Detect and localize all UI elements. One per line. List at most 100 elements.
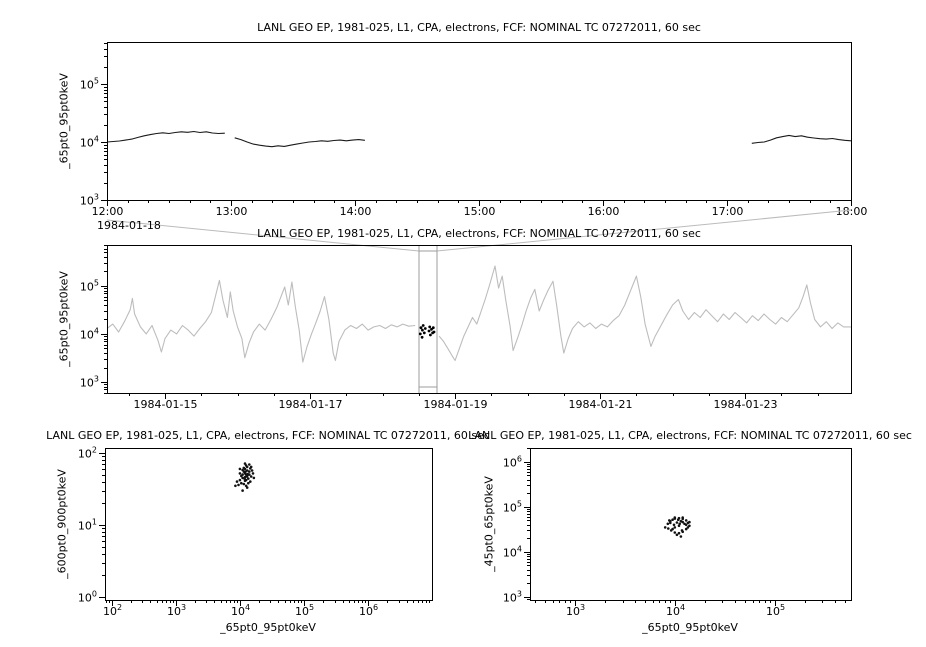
scatter-point [684,527,688,531]
scatter-point [250,469,254,472]
panel1-title: LANL GEO EP, 1981-025, L1, CPA, electron… [257,21,701,34]
scatter-point [248,470,251,473]
tick-label: 1984-01-19 [424,398,488,411]
highlight-point [431,326,435,330]
scatter-point [673,531,677,534]
tick-label: 105 [80,77,99,92]
tick-label: 1984-01-21 [569,398,633,411]
tick-label: 17:00 [712,205,744,218]
panel1-ylabel: _65pt0_95pt0keV [57,73,71,169]
scatter-point [247,481,250,485]
scatter-point [680,529,684,532]
scatter-point [686,526,690,529]
scatter-point [677,531,681,535]
scatter-point [252,476,256,480]
y-axis: 103 104 105 [80,245,108,394]
highlight-point [428,325,432,329]
tick-label: 1984-01-17 [279,398,343,411]
y-axis: 103 104 105 [80,43,108,208]
plot-frame [107,42,852,201]
y-axis: 100 101 102 [78,446,106,605]
tick-label: 1984-01-15 [134,398,198,411]
panel3-ylabel: _600pt0_900pt0keV [55,469,69,579]
scatter-point [675,533,679,537]
tick-label: 18:00 [836,205,868,218]
x-axis: 12:00 13:00 14:00 15:00 16:00 17:00 18:00 [92,200,868,218]
tick-label: 13:00 [216,205,248,218]
series-line [438,265,851,362]
scatter-point [681,516,684,519]
panel1-date-label: 1984-01-18 [97,219,161,232]
highlight-point [418,332,422,336]
scatter-point [234,484,237,488]
scatter-point [675,521,679,524]
scatter-point [663,526,667,529]
highlight-point [423,327,427,330]
scatter-point [684,519,688,522]
scatter-point [684,523,688,527]
panel4-xlabel: _65pt0_95pt0keV [642,621,738,634]
tick-label: 101 [78,518,97,533]
tick-label: 105 [80,279,99,294]
scatter-point [681,520,684,524]
highlight-point [429,333,432,337]
tick-label: 104 [666,603,685,618]
highlight-point [432,330,436,334]
panel3-xlabel: _65pt0_95pt0keV [220,621,316,634]
highlight-point [430,327,433,331]
tick-label: 12:00 [92,205,124,218]
scatter-point [666,522,670,526]
scatter-point [240,481,243,485]
scatter-point [249,475,253,478]
scatter-point [677,524,681,528]
scatter-point [241,468,244,472]
y-axis: 103 104 105 106 [503,448,531,605]
scatter-point [241,489,244,492]
tick-label: 103 [80,375,99,390]
tick-label: 103 [167,603,186,618]
tick-label: 102 [103,603,122,618]
series-line [106,130,225,143]
scatter-point [237,483,240,487]
scatter-point [242,482,246,486]
panel4-ylabel: _45pt0_65pt0keV [482,476,496,572]
scatter-point [243,462,247,465]
scatter-point [242,466,246,470]
scatter-point [678,522,681,526]
scatter-point [667,527,670,530]
scatter-point [671,518,674,521]
scatter-point [244,470,247,473]
x-axis: 102 103 104 105 106 [103,600,430,618]
scatter-point [243,479,247,483]
highlight-point [422,331,426,335]
scatter-point [238,478,242,482]
tick-label: 105 [295,603,314,618]
highlight-point [420,335,424,339]
plot-frame [107,245,852,394]
scatter-point [249,480,252,483]
flux-series [106,265,851,363]
scatter-points [234,462,256,492]
highlight-point [421,328,424,332]
panel-scatter-600-900: 100 101 102 102 103 104 105 106 [78,446,433,618]
scatter-point [669,521,672,525]
tick-mark [436,209,852,252]
tick-label: 104 [503,545,522,560]
scatter-point [240,474,243,478]
scatter-points [663,516,691,538]
highlight-point [421,324,425,327]
flux-series [106,130,852,148]
tick-label: 106 [359,603,378,618]
series-line [234,137,365,148]
scatter-point [688,520,691,524]
panel-scatter-45-65: 103 104 105 106 103 104 105 [503,448,852,618]
highlight-point [427,329,431,333]
zoom-selection-box[interactable] [418,245,438,393]
scatter-point [235,480,239,483]
tick-label: 104 [80,135,99,150]
series-line [751,134,852,144]
scatter-point [679,535,683,538]
